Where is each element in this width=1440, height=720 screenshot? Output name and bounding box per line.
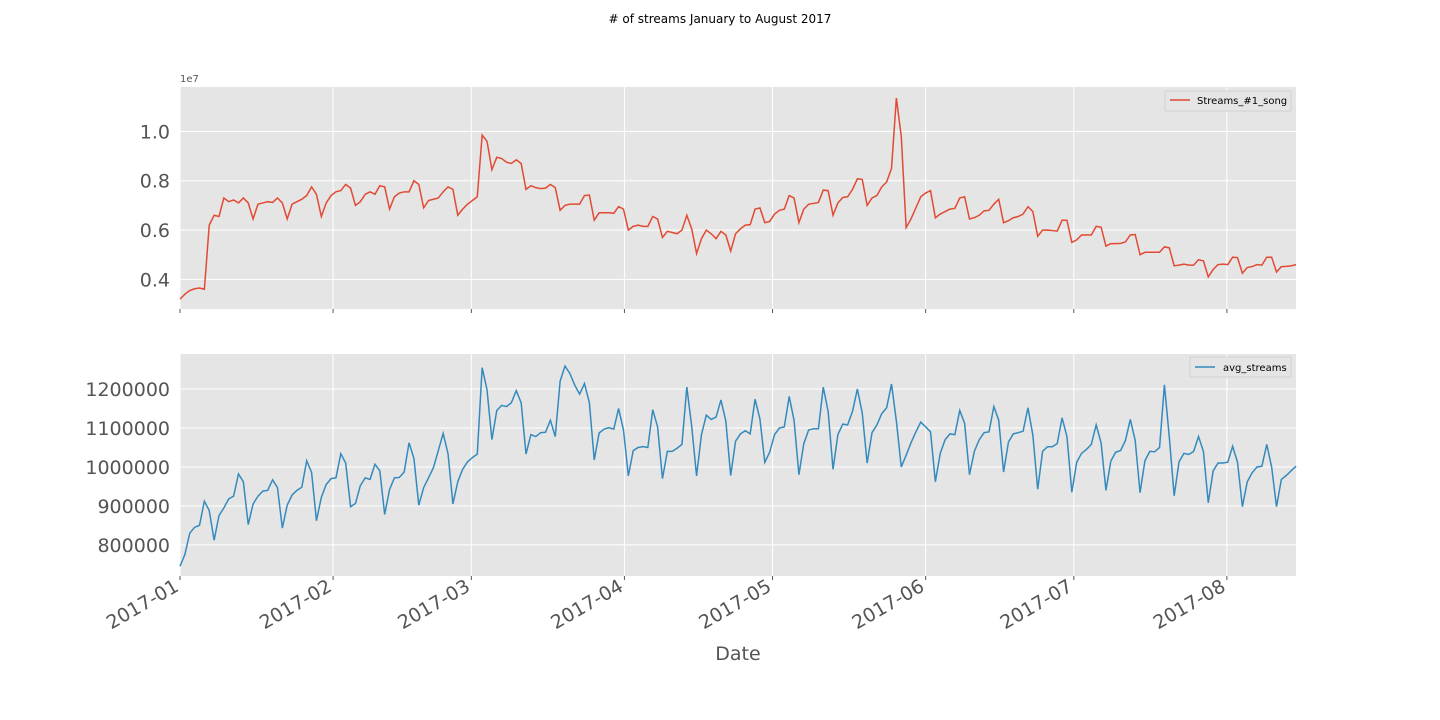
chart-title: # of streams January to August 2017 — [608, 12, 832, 26]
y-tick-label: 1100000 — [85, 418, 170, 440]
bottom-y-axis: 800000 900000 1000000 1100000 1200000 — [85, 379, 170, 557]
x-tick-label: 2017-05 — [695, 575, 775, 634]
top-y-axis: 0.4 0.6 0.8 1.0 — [140, 121, 170, 291]
y-tick-label: 0.6 — [140, 220, 170, 242]
top-plot-area — [180, 87, 1296, 309]
legend-label-avg-streams: avg_streams — [1223, 363, 1287, 374]
top-x-axis — [179, 309, 1228, 313]
x-tick-label: 2017-08 — [1150, 575, 1230, 634]
y-tick-label: 1.0 — [140, 121, 170, 143]
y-tick-label: 1000000 — [85, 457, 170, 479]
bottom-plot-area — [180, 354, 1296, 576]
top-gridlines — [179, 87, 1296, 309]
x-tick-label: 2017-04 — [547, 575, 627, 634]
y-tick-label: 0.8 — [140, 171, 170, 193]
x-tick-label: 2017-03 — [394, 575, 474, 634]
series-line-avg-streams — [179, 364, 1297, 567]
bottom-legend: avg_streams — [1189, 356, 1292, 378]
y-tick-label: 0.4 — [140, 269, 170, 291]
bottom-x-axis: 2017-01 2017-02 2017-03 2017-04 2017-05 2017-… — [103, 575, 1230, 634]
y-tick-label: 1200000 — [85, 379, 170, 401]
top-legend: Streams_#1_song — [1164, 90, 1292, 112]
bottom-panel: 800000 900000 1000000 1100000 1200000 2017-0… — [85, 354, 1297, 634]
x-tick-label: 2017-06 — [848, 575, 928, 634]
y-tick-label: 800000 — [97, 535, 170, 557]
x-tick-label: 2017-02 — [256, 575, 336, 634]
series-line-streams-1-song — [179, 98, 1297, 300]
top-panel: 0.4 0.6 0.8 1.0 1e7 Streams_#1_song — [140, 74, 1297, 313]
x-axis-label: Date — [715, 643, 760, 665]
y-offset-label: 1e7 — [180, 74, 199, 85]
legend-label-streams-1-song: Streams_#1_song — [1197, 96, 1287, 107]
y-tick-label: 900000 — [97, 496, 170, 518]
x-tick-label: 2017-01 — [103, 575, 183, 634]
x-tick-label: 2017-07 — [997, 575, 1077, 634]
